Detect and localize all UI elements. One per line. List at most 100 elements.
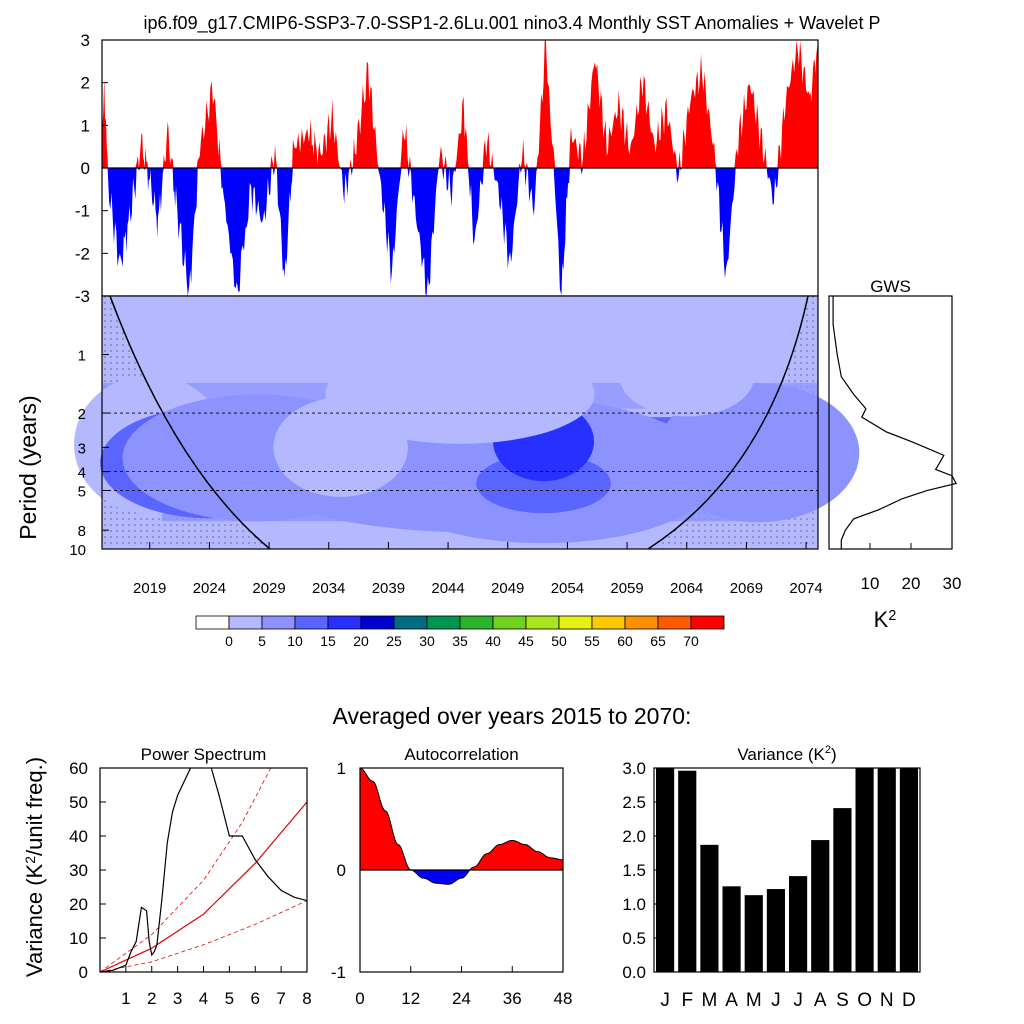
colorbar-label: 5 (258, 633, 266, 649)
y-tick-label: 60 (69, 759, 88, 778)
colorbar-swatch (393, 615, 428, 630)
y-tick-label: 0 (79, 963, 88, 982)
y-tick-label: -1 (331, 963, 346, 982)
x-tick-label: 30 (943, 574, 962, 593)
colorbar-swatch (459, 615, 494, 630)
colorbar-label: 25 (386, 633, 402, 649)
y-tick-label: 8 (78, 523, 86, 540)
x-tick-label: 2069 (730, 580, 763, 597)
power-y-label: Variance (K2/unit freq.) (22, 757, 47, 977)
y-tick-label: 20 (69, 895, 88, 914)
power-frame (99, 767, 308, 973)
x-tick-label: 2059 (610, 580, 643, 597)
x-tick-label: 2049 (491, 580, 524, 597)
variance-bar (700, 844, 719, 972)
y-tick-label: 1.5 (622, 861, 646, 880)
x-tick-label: 0 (355, 989, 364, 1008)
x-tick-label: 2074 (789, 580, 822, 597)
autocorrelation-panel: Autocorrelation 0 12 24 36 48 1 0 -1 (331, 745, 573, 1008)
x-tick-label: 12 (401, 989, 420, 1008)
y-tick-label: 10 (69, 542, 86, 559)
colorbar-label: 0 (225, 633, 233, 649)
colorbar-swatch (558, 615, 593, 630)
colorbar-swatch (426, 615, 461, 630)
gws-x-label: K2 (874, 607, 897, 632)
variance-bar (899, 768, 918, 972)
colorbar-swatch (624, 615, 659, 630)
colorbar-swatch (360, 615, 395, 630)
y-tick-label: 0.5 (622, 929, 646, 948)
month-label: A (725, 990, 738, 1011)
power-plot-area (100, 768, 307, 972)
colorbar-swatch (294, 615, 329, 630)
y-tick-label: 3.0 (622, 759, 646, 778)
y-tick-label: 30 (69, 861, 88, 880)
power-title: Power Spectrum (141, 745, 267, 764)
red-noise-mid-line (100, 801, 307, 972)
red-noise-high-line (100, 768, 272, 972)
variance-bar (678, 770, 697, 972)
colorbar-label: 60 (617, 633, 633, 649)
colorbar-label: 45 (518, 633, 534, 649)
month-label: O (857, 990, 872, 1011)
y-tick-label: -3 (75, 287, 90, 306)
x-tick-label: 8 (302, 989, 311, 1008)
month-label: A (814, 990, 827, 1011)
y-tick-label: 40 (69, 827, 88, 846)
x-tick-label: 6 (251, 989, 260, 1008)
y-axis-label: Period (years) (15, 395, 41, 539)
variance-bar (744, 895, 763, 972)
x-tick-label: 2 (147, 989, 156, 1008)
variance-bar (833, 808, 852, 972)
wavelet-frame (101, 295, 819, 550)
gws-line (832, 296, 957, 549)
y-tick-label: 4 (78, 465, 86, 482)
variance-bar (766, 889, 785, 972)
colorbar-label: 30 (419, 633, 435, 649)
month-label: J (660, 990, 670, 1011)
y-tick-label: 10 (69, 929, 88, 948)
colorbar-swatch (261, 615, 296, 630)
x-tick-label: 2044 (431, 580, 464, 597)
x-tick-label: 1 (121, 989, 130, 1008)
colorbar-label: 40 (485, 633, 501, 649)
x-tick-label: 2024 (193, 580, 226, 597)
timeseries-panel: 3 2 1 0 -1 -2 -3 (75, 31, 819, 306)
cone-left-line (109, 295, 271, 550)
x-tick-label: 48 (554, 989, 573, 1008)
x-tick-label: 3 (173, 989, 182, 1008)
colorbar-label: 70 (683, 633, 699, 649)
month-label: M (746, 990, 762, 1011)
colorbar-swatch (195, 615, 230, 630)
positive-autocorr-area (360, 768, 563, 870)
colorbar-label: 55 (584, 633, 600, 649)
y-tick-label: 2 (78, 406, 86, 423)
y-tick-label: 1 (78, 348, 86, 365)
x-tick-label: 10 (861, 574, 880, 593)
autocorr-line (359, 767, 564, 885)
y-tick-label: -1 (75, 202, 90, 221)
variance-bar (855, 768, 874, 972)
colorbar: 0 5 10 15 20 25 30 35 40 45 50 55 60 65 70 (195, 615, 725, 649)
cone-right-line (647, 295, 809, 550)
colorbar-label: 65 (650, 633, 666, 649)
figure-title: ip6.f09_g17.CMIP6-SSP3-7.0-SSP1-2.6Lu.00… (144, 13, 881, 34)
y-tick-label: 50 (69, 793, 88, 812)
month-label: S (836, 990, 849, 1011)
y-tick-label: 0 (337, 861, 346, 880)
averaged-subtitle: Averaged over years 2015 to 2070: (333, 703, 692, 729)
month-label: J (771, 990, 781, 1011)
colorbar-label: 35 (452, 633, 468, 649)
x-tick-label: 4 (199, 989, 208, 1008)
month-label: N (880, 990, 894, 1011)
variance-bar (811, 840, 830, 972)
x-tick-label: 2029 (252, 580, 285, 597)
positive-anomaly-area (102, 40, 818, 168)
y-tick-label: 3 (78, 440, 86, 457)
x-tick-label: 36 (503, 989, 522, 1008)
x-tick-label: 2039 (372, 580, 405, 597)
month-label: D (902, 990, 916, 1011)
colorbar-swatch (492, 615, 527, 630)
